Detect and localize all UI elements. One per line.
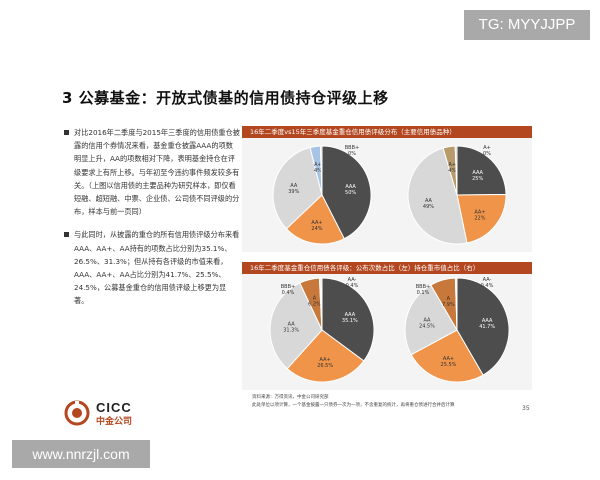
pie-slice-label: BBB+ 0% — [345, 145, 359, 157]
watermark-top-right: TG: MYYJJPP — [464, 10, 590, 40]
pie-slice-label: AA 49% — [423, 198, 434, 210]
pie-slice — [410, 329, 484, 383]
watermark-bottom-left: www.nnrzjl.com — [12, 440, 150, 468]
pie-slice — [286, 329, 365, 383]
pie-slice-label: BBB+ 0.1% — [416, 284, 430, 296]
bottom-panel-header: 16年二季度基金重仓信用债各评级：公布次数占比（左）持仓重市值占比（右） — [242, 262, 532, 274]
pie-slice-label: AA-0.4% — [481, 277, 494, 289]
pie-slice — [321, 145, 372, 240]
bullet-square-icon — [64, 232, 69, 238]
pie-slice-label: AAA 50% — [345, 184, 356, 196]
footnote-source: 资料来源：万得资讯，中金公司研究部 — [252, 395, 329, 400]
pie-slice-label: AA+ 25.5% — [441, 356, 457, 368]
cicc-logo-icon — [64, 400, 90, 426]
pie-slice — [319, 145, 323, 196]
pie-slice — [456, 277, 510, 376]
pie-slice — [285, 194, 345, 245]
pie-slice-label: AAA 41.7% — [479, 318, 495, 330]
pie-slice-label: AAA 35.1% — [342, 312, 358, 324]
logo-text-en: CICC — [96, 400, 132, 415]
pie-slice-label: AA+ 26.5% — [317, 357, 333, 369]
pie-slice-label: A+ 4% — [448, 162, 456, 174]
pie-slice-label: A+ 4% — [314, 162, 322, 174]
bullet-square-icon — [64, 130, 69, 135]
bullet-text: 对比2016年二季度与2015年三季度的信用债重仓披露的信用个券情况来看，基金重… — [74, 128, 240, 217]
top-panel-header: 16年二季度vs15年三季度基金重仓信用债评级分布（主要信用债品种） — [242, 126, 532, 138]
pie-slice-label: AA 39% — [288, 183, 299, 195]
pie-slice-label: AA+ 24% — [311, 220, 322, 232]
pie-slice-label: AA 31.3% — [283, 321, 299, 333]
pie-slice — [272, 146, 323, 230]
pie-slice — [320, 277, 323, 331]
pie-slice — [407, 147, 468, 245]
pie-slice-label: A+ 0% — [483, 145, 491, 157]
bullet-item: 对比2016年二季度与2015年三季度的信用债重仓披露的信用个券情况来看，基金重… — [64, 126, 240, 218]
pie-slice — [456, 194, 507, 244]
pie-slice-label: AA-0.4% — [346, 277, 359, 289]
page-number: 35 — [522, 405, 530, 412]
pie-slice-label: AA 24.5% — [419, 318, 435, 330]
pie-slice — [269, 282, 323, 370]
footnote-note: 此处单位以项计算，一个基金披露一只债券一次为一项，不含重复的统计，再将重仓债进行… — [252, 403, 455, 408]
pie-slice-label: AAA 25% — [472, 170, 483, 182]
pie-slice-label: BBB+ 0.4% — [281, 284, 295, 296]
pie-slice-label: A 7.9% — [442, 296, 455, 308]
pie-slice-label: A 6.2% — [308, 296, 321, 308]
pie-slice — [456, 145, 507, 196]
pie-slice — [404, 284, 458, 356]
bullet-text: 与此同时，从披露的重仓的所有信用债评级分布来看AAA、AA+、AA持有的项数占比… — [74, 230, 240, 306]
bullet-item: 与此同时，从披露的重仓的所有信用债评级分布来看AAA、AA+、AA持有的项数占比… — [64, 228, 240, 307]
pie-slice-label: AA+ 22% — [474, 209, 485, 221]
bullet-list: 对比2016年二季度与2015年三季度的信用债重仓披露的信用个券情况来看，基金重… — [64, 126, 240, 318]
logo-text-cn: 中金公司 — [96, 417, 133, 427]
pie-slice — [454, 145, 458, 196]
pie-slice — [321, 277, 375, 362]
slide-title: 3 公募基金：开放式债基的信用债持仓评级上移 — [62, 89, 389, 107]
